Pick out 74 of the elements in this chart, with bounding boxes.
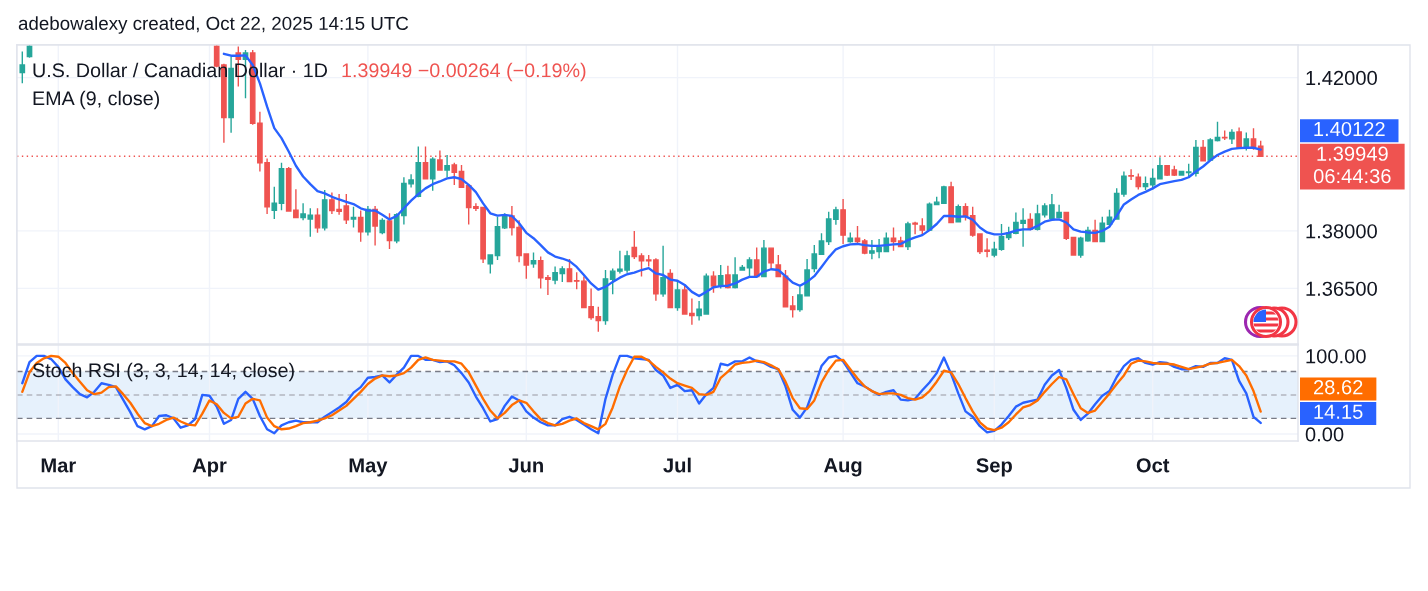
- text: 1.39949 −0.00264 (−0.19%): [342, 62, 586, 82]
- candlestick: [674, 280, 681, 312]
- candlestick: [437, 149, 443, 172]
- candlestick: [1229, 128, 1235, 145]
- x-tick-label: Aug: [824, 458, 862, 477]
- candlestick: [753, 246, 760, 278]
- candlestick: [379, 217, 386, 236]
- candlestick: [948, 181, 954, 224]
- candlestick: [451, 161, 458, 186]
- candlestick: [321, 189, 328, 232]
- candlestick: [919, 217, 926, 236]
- candlestick: [768, 246, 774, 271]
- candlestick: [1142, 175, 1149, 191]
- x-tick-label: May: [349, 458, 388, 477]
- x-tick-label: Sep: [976, 458, 1012, 477]
- candlestick: [991, 240, 998, 259]
- candlestick: [350, 206, 357, 229]
- candlestick: [228, 55, 234, 134]
- candlestick: [638, 252, 645, 278]
- candlestick: [847, 231, 854, 244]
- candlestick: [19, 50, 26, 85]
- candlestick: [429, 156, 436, 192]
- candlestick: [278, 161, 285, 211]
- candlestick: [494, 216, 501, 261]
- x-tick-label: Apr: [192, 458, 227, 477]
- y-tick-label: 1.38000: [1306, 224, 1377, 239]
- candlestick: [840, 198, 846, 245]
- candlestick: [739, 264, 746, 272]
- candlestick: [1214, 120, 1221, 143]
- text: adebowalexy created, Oct 22, 2025 14:15 UTC: [18, 16, 409, 34]
- candlestick: [487, 253, 494, 275]
- candlestick: [530, 251, 537, 269]
- candlestick: [26, 45, 33, 59]
- candlestick: [631, 230, 638, 260]
- x-tick-label: Jul: [663, 457, 691, 473]
- candlestick: [746, 256, 753, 279]
- text: 1.40122: [1314, 121, 1385, 137]
- x-tick-label: Oct: [1136, 458, 1170, 473]
- text: 28.62: [1314, 380, 1363, 395]
- annotation: EMA (9, close): [33, 90, 160, 110]
- candlestick: [667, 268, 674, 310]
- candlestick: [357, 209, 364, 243]
- candlestick: [1178, 170, 1185, 177]
- candlestick: [444, 154, 450, 178]
- candlestick: [717, 264, 724, 290]
- candlestick: [912, 221, 918, 236]
- candlestick: [761, 239, 767, 278]
- x-tick-label: Jun: [508, 458, 543, 473]
- y-tick-label: 0.00: [1305, 427, 1344, 442]
- candlestick: [1221, 129, 1228, 141]
- candlestick: [660, 245, 666, 298]
- ref-line-label: 1.39949 06:44:36: [1313, 146, 1391, 184]
- y-tick-label: 1.36500: [1306, 281, 1377, 296]
- candlestick: [314, 207, 321, 234]
- y-tick-label: 100.00: [1306, 349, 1366, 364]
- candlestick: [710, 270, 717, 294]
- candlestick: [1250, 127, 1257, 151]
- candlestick: [811, 244, 818, 274]
- y-tick-label: 1.42000: [1306, 70, 1377, 86]
- candlestick: [271, 186, 278, 220]
- candlestick: [1135, 172, 1142, 191]
- text: 14.15: [1314, 404, 1363, 419]
- x-tick-label: Mar: [41, 458, 76, 473]
- candlestick: [1236, 126, 1242, 149]
- candlestick: [1243, 131, 1250, 152]
- candlestick: [1128, 168, 1134, 181]
- candlestick: [501, 212, 508, 230]
- candlestick: [789, 295, 796, 319]
- candlestick: [386, 212, 393, 250]
- candlestick: [998, 223, 1005, 252]
- candlestick: [1207, 137, 1214, 162]
- candlestick: [818, 232, 825, 256]
- candlestick: [854, 225, 861, 245]
- candlestick: [890, 226, 897, 252]
